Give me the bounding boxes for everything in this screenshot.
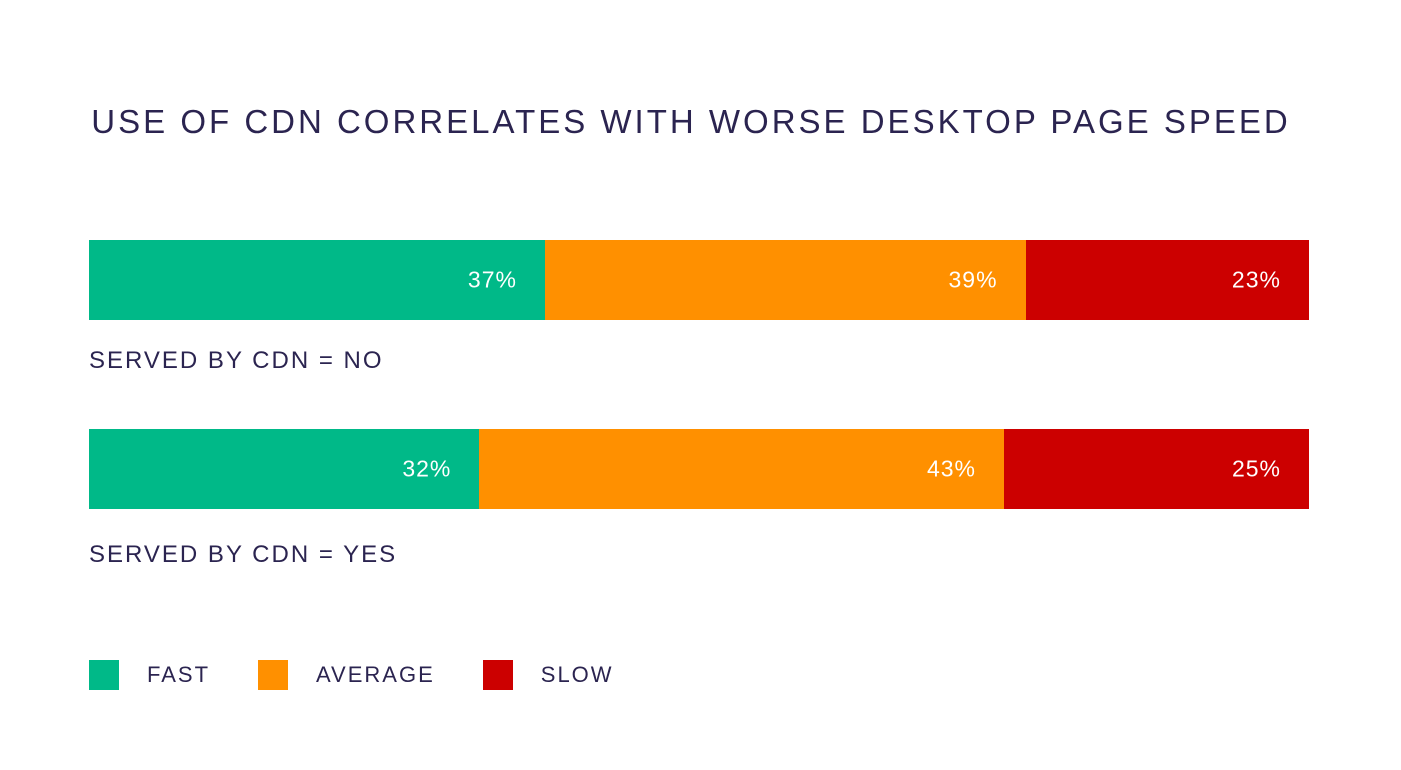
legend-swatch-average <box>258 660 289 690</box>
legend-label-slow: SLOW <box>540 662 614 687</box>
bar-row-cdn-no: 37% 39% 23% <box>89 240 1309 320</box>
category-label: SERVED BY CDN = NO <box>89 347 384 374</box>
category-label: SERVED BY CDN = YES <box>89 541 398 568</box>
legend: FAST AVERAGE SLOW <box>89 660 662 690</box>
data-label: 23% <box>1231 266 1281 293</box>
data-label: 43% <box>926 455 976 482</box>
legend-item-average: AVERAGE <box>258 660 435 690</box>
bar-segment-average: 39% <box>544 240 1026 320</box>
data-label: 32% <box>402 455 452 482</box>
legend-item-fast: FAST <box>89 660 210 690</box>
data-label: 25% <box>1231 455 1281 482</box>
legend-item-slow: SLOW <box>482 660 614 690</box>
legend-swatch-slow <box>482 660 513 690</box>
bar-segment-slow: 25% <box>1003 429 1309 509</box>
chart-title: USE OF CDN CORRELATES WITH WORSE DESKTOP… <box>91 103 1291 140</box>
data-label: 37% <box>467 266 517 293</box>
legend-label-average: AVERAGE <box>316 662 435 687</box>
bar-segment-fast: 37% <box>89 240 545 320</box>
legend-swatch-fast <box>89 660 119 690</box>
bar-segment-fast: 32% <box>89 429 480 509</box>
bar-segment-average: 43% <box>479 429 1004 509</box>
bar-segment-slow: 23% <box>1025 240 1309 320</box>
data-label: 39% <box>948 266 998 293</box>
legend-label-fast: FAST <box>147 662 211 687</box>
bar-row-cdn-yes: 32% 43% 25% <box>89 429 1309 509</box>
